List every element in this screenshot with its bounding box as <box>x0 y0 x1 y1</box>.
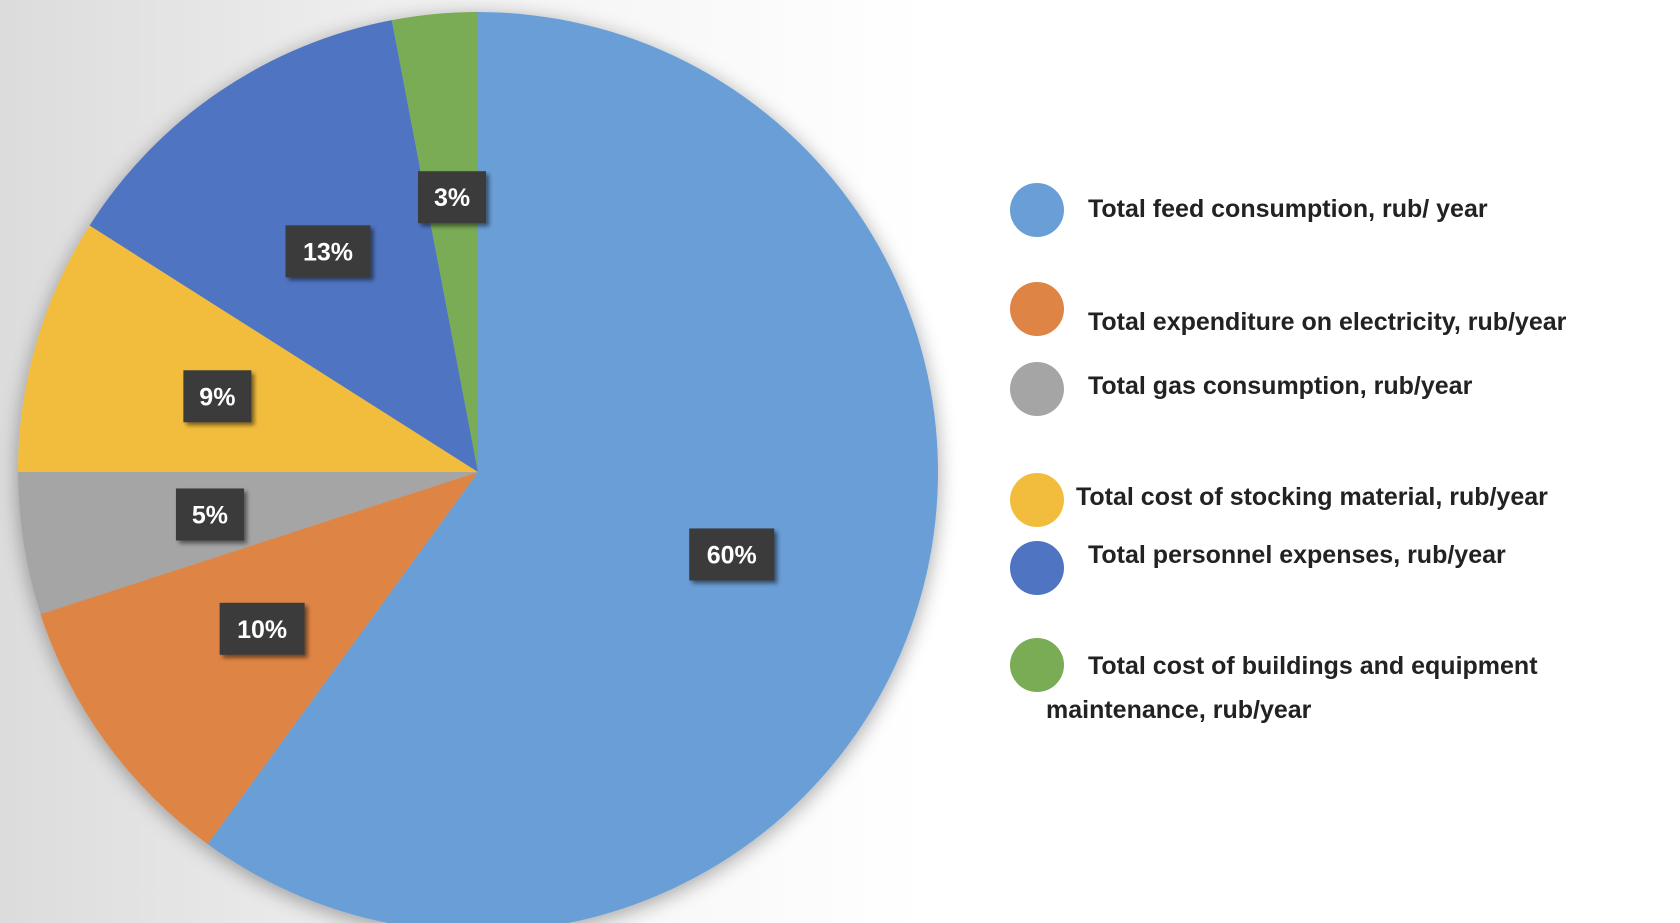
pie-slice-gas <box>18 472 478 615</box>
data-label-box-electricity <box>219 602 305 655</box>
pie-slice-buildings <box>391 12 478 472</box>
legend-swatch-stocking <box>1010 473 1064 527</box>
legend-swatch-electricity <box>1010 282 1064 336</box>
data-label-electricity: 10% <box>219 602 305 655</box>
data-label-box-gas <box>175 488 244 541</box>
data-label-gas: 5% <box>175 488 244 541</box>
pie-slices <box>18 12 938 923</box>
data-label-box-buildings <box>418 171 487 224</box>
legend-label-buildings-line1: Total cost of buildings and equipment <box>1088 652 1538 680</box>
pie-data-labels: 60% 10% 5% 9% 13% 3% <box>175 171 775 655</box>
data-label-text-stocking: 9% <box>199 383 235 411</box>
data-label-text-gas: 5% <box>192 501 228 529</box>
data-label-text-electricity: 10% <box>237 616 287 644</box>
legend-swatch-personnel <box>1010 541 1064 595</box>
pie-slice-stocking <box>18 225 478 472</box>
data-label-personnel: 13% <box>285 225 371 278</box>
legend-swatch-feed <box>1010 183 1064 237</box>
pie-slice-feed <box>207 12 938 923</box>
data-label-buildings: 3% <box>418 171 487 224</box>
legend-label-buildings-line2: maintenance, rub/year <box>1046 696 1312 724</box>
legend-label-gas: Total gas consumption, rub/year <box>1088 372 1473 400</box>
data-label-box-feed <box>689 528 775 581</box>
data-label-box-stocking <box>183 370 252 423</box>
legend-swatch-buildings <box>1010 638 1064 692</box>
data-label-text-personnel: 13% <box>303 238 353 266</box>
data-label-stocking: 9% <box>183 370 252 423</box>
data-label-feed: 60% <box>689 528 775 581</box>
legend-label-stocking: Total cost of stocking material, rub/yea… <box>1076 483 1548 511</box>
data-label-text-buildings: 3% <box>434 184 470 212</box>
data-label-text-feed: 60% <box>707 541 757 569</box>
pie-slice-electricity <box>40 472 478 845</box>
legend-swatch-gas <box>1010 362 1064 416</box>
legend: Total feed consumption, rub/ year Total … <box>1010 0 1670 923</box>
legend-label-electricity: Total expenditure on electricity, rub/ye… <box>1088 308 1567 336</box>
pie-slice-personnel <box>89 20 478 473</box>
legend-label-feed: Total feed consumption, rub/ year <box>1088 195 1488 223</box>
legend-label-personnel: Total personnel expenses, rub/year <box>1088 541 1506 569</box>
data-label-box-personnel <box>285 225 371 278</box>
